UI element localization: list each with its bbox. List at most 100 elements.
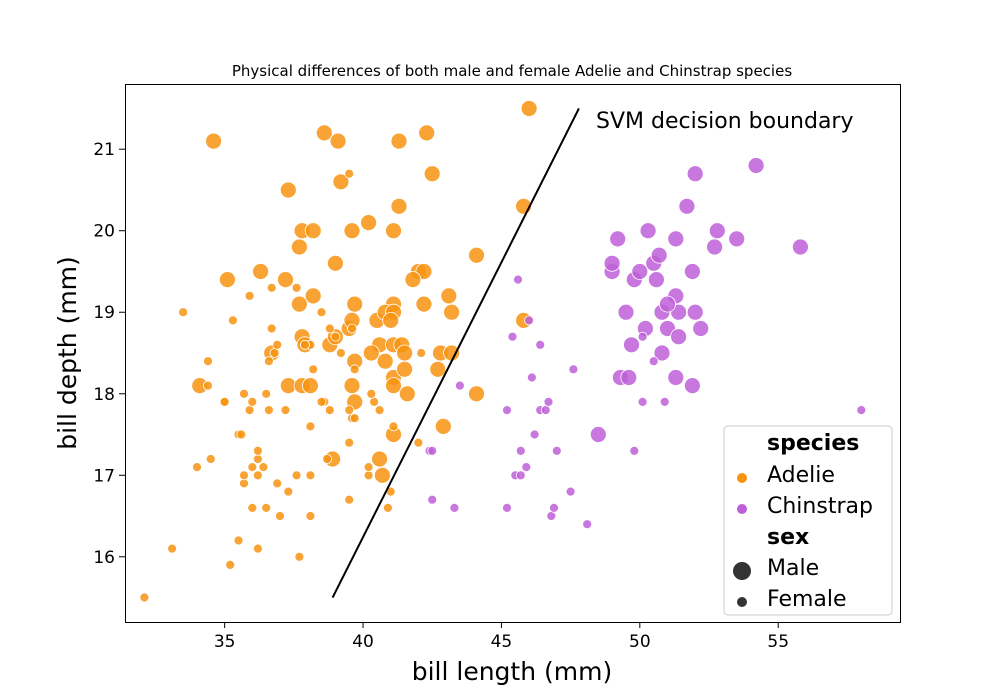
point-chinstrap-female bbox=[551, 445, 562, 456]
point-adelie-male bbox=[415, 295, 433, 313]
y-axis-label: bill depth (mm) bbox=[53, 256, 82, 450]
point-chinstrap-male bbox=[631, 263, 649, 280]
point-adelie-male bbox=[468, 246, 485, 264]
point-chinstrap-male bbox=[706, 238, 723, 256]
point-adelie-female bbox=[261, 388, 272, 399]
point-adelie-male bbox=[440, 287, 458, 305]
point-adelie-female bbox=[335, 348, 346, 358]
point-adelie-female bbox=[219, 396, 230, 407]
point-adelie-female bbox=[244, 405, 255, 416]
point-chinstrap-female bbox=[502, 502, 512, 513]
point-chinstrap-male bbox=[684, 377, 701, 395]
point-chinstrap-male bbox=[792, 238, 809, 256]
point-adelie-male bbox=[290, 295, 308, 313]
points-layer bbox=[139, 100, 867, 603]
point-adelie-female bbox=[324, 405, 335, 416]
point-adelie-female bbox=[252, 543, 263, 554]
point-adelie-male bbox=[362, 344, 380, 362]
point-adelie-female bbox=[266, 282, 277, 293]
point-chinstrap-female bbox=[521, 462, 532, 473]
legend-box bbox=[723, 425, 893, 616]
point-adelie-female bbox=[344, 494, 355, 505]
point-adelie-female bbox=[349, 364, 360, 375]
chart-title: Physical differences of both male and fe… bbox=[232, 62, 792, 80]
point-chinstrap-female bbox=[582, 519, 593, 530]
y-tick-label: 19 bbox=[93, 303, 115, 323]
point-adelie-male bbox=[304, 287, 322, 305]
point-chinstrap-female bbox=[540, 405, 551, 416]
point-adelie-male bbox=[252, 263, 270, 280]
point-adelie-male bbox=[404, 271, 422, 289]
point-adelie-male bbox=[398, 385, 416, 403]
point-adelie-male bbox=[520, 100, 538, 117]
x-tick-label: 40 bbox=[352, 632, 374, 652]
point-adelie-male bbox=[290, 238, 308, 256]
point-adelie-female bbox=[324, 323, 335, 334]
point-chinstrap-male bbox=[692, 320, 710, 337]
legend-marker-male bbox=[733, 562, 751, 580]
legend: species Adelie Chinstrap sex Male Female bbox=[723, 425, 893, 616]
point-adelie-female bbox=[236, 429, 247, 440]
point-adelie-male bbox=[343, 377, 361, 395]
y-axis: 16 17 18 19 20 21 bbox=[93, 140, 125, 568]
svm-decision-boundary-line bbox=[331, 108, 580, 598]
point-chinstrap-female bbox=[507, 331, 518, 342]
point-adelie-female bbox=[322, 454, 333, 464]
legend-marker-female bbox=[737, 597, 747, 607]
legend-label-female: Female bbox=[767, 587, 847, 612]
point-adelie-male bbox=[360, 214, 378, 232]
x-axis: 35 40 45 50 55 bbox=[214, 622, 789, 652]
point-adelie-male bbox=[443, 344, 461, 362]
point-chinstrap-male bbox=[648, 271, 665, 289]
x-tick-label: 50 bbox=[629, 632, 651, 652]
point-adelie-female bbox=[344, 405, 355, 416]
point-chinstrap-male bbox=[678, 197, 696, 215]
point-adelie-female bbox=[291, 470, 302, 481]
legend-label-male: Male bbox=[767, 556, 819, 581]
point-adelie-female bbox=[252, 454, 263, 464]
legend-title-sex: sex bbox=[767, 525, 809, 550]
point-chinstrap-male bbox=[708, 222, 726, 240]
x-axis-label: bill length (mm) bbox=[412, 657, 613, 686]
y-tick-label: 16 bbox=[93, 548, 115, 568]
point-chinstrap-female bbox=[502, 405, 512, 416]
point-chinstrap-male bbox=[659, 295, 676, 313]
point-adelie-female bbox=[330, 331, 341, 342]
point-chinstrap-male bbox=[617, 303, 635, 321]
point-adelie-female bbox=[266, 323, 277, 334]
point-adelie-female bbox=[247, 502, 258, 513]
point-adelie-female bbox=[363, 470, 374, 481]
legend-label-adelie: Adelie bbox=[767, 463, 835, 488]
point-adelie-female bbox=[272, 339, 283, 350]
point-adelie-female bbox=[363, 462, 374, 473]
point-adelie-male bbox=[390, 197, 408, 215]
point-adelie-female bbox=[294, 551, 305, 562]
point-chinstrap-female bbox=[549, 502, 559, 513]
point-adelie-female bbox=[366, 388, 377, 399]
point-adelie-male bbox=[468, 385, 485, 403]
point-adelie-female bbox=[261, 502, 272, 513]
legend-label-chinstrap: Chinstrap bbox=[767, 494, 873, 519]
point-chinstrap-female bbox=[535, 339, 546, 350]
point-adelie-female bbox=[269, 348, 280, 358]
point-chinstrap-female bbox=[515, 445, 526, 456]
point-adelie-female bbox=[344, 437, 355, 448]
point-adelie-female bbox=[258, 462, 269, 473]
point-adelie-male bbox=[329, 132, 347, 150]
point-chinstrap-male bbox=[728, 230, 746, 248]
point-adelie-female bbox=[369, 396, 380, 407]
point-adelie-male bbox=[315, 124, 333, 142]
point-adelie-male bbox=[301, 377, 319, 395]
point-adelie-male bbox=[304, 222, 322, 240]
y-tick-label: 20 bbox=[93, 222, 115, 242]
point-adelie-female bbox=[316, 307, 327, 318]
point-adelie-female bbox=[382, 502, 393, 513]
point-chinstrap-female bbox=[427, 445, 438, 456]
point-adelie-male bbox=[218, 271, 236, 289]
point-adelie-female bbox=[233, 535, 244, 546]
point-adelie-female bbox=[416, 348, 427, 358]
point-adelie-female bbox=[347, 323, 357, 334]
point-chinstrap-male bbox=[589, 426, 607, 443]
legend-title-species: species bbox=[767, 431, 859, 456]
